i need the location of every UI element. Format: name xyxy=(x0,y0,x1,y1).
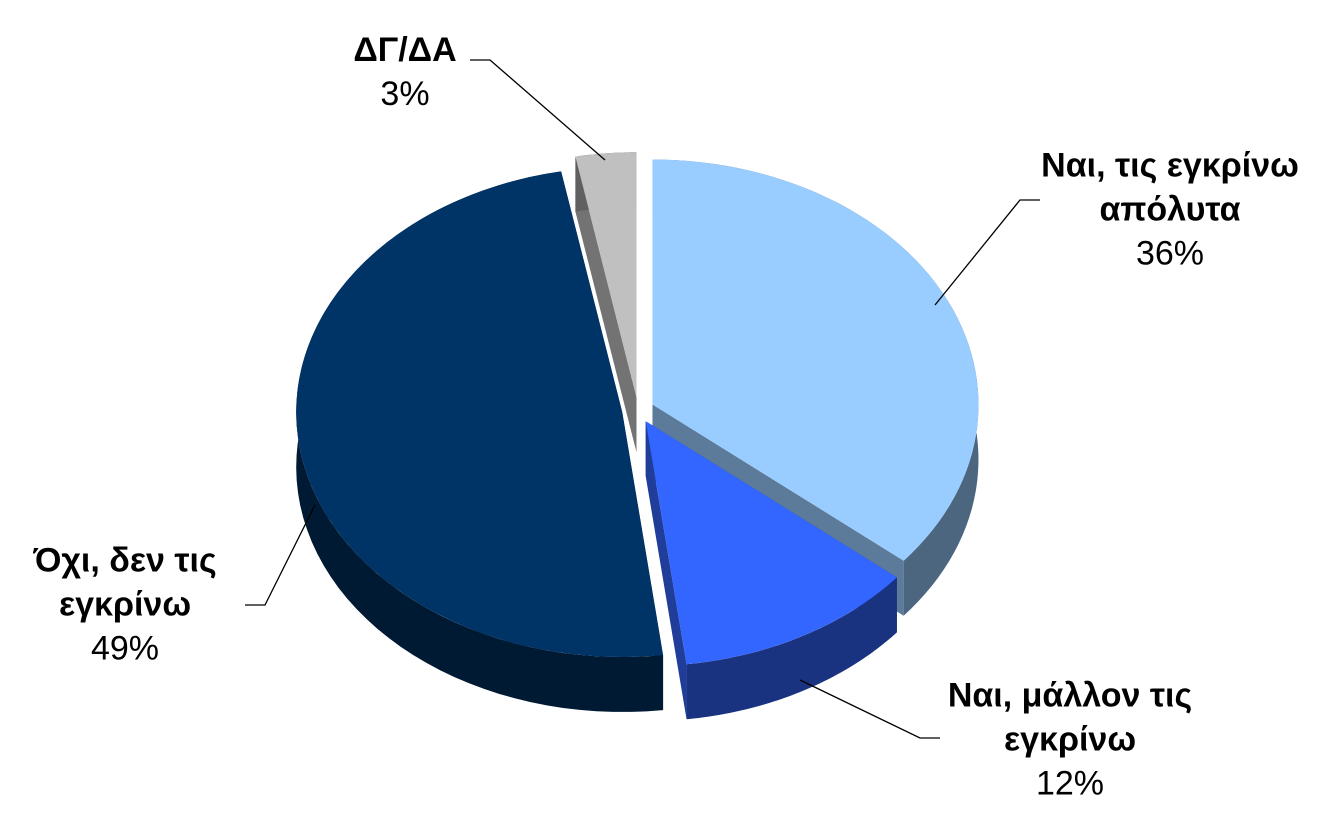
leader-line xyxy=(799,679,940,739)
data-label: Ναι, τις εγκρίνω απόλυτα 36% xyxy=(1020,144,1320,277)
slice-side xyxy=(296,171,664,712)
slice-edge xyxy=(645,421,687,720)
data-label: ΔΓ/ΔΑ 3% xyxy=(325,28,485,116)
pie-slice xyxy=(296,171,664,658)
pie-slice xyxy=(652,159,979,561)
leader-line xyxy=(245,504,316,606)
leader-line xyxy=(934,199,1040,306)
data-label: Ναι, μάλλον τις εγκρίνω 12% xyxy=(940,674,1200,807)
label-category: Ναι, μάλλον τις εγκρίνω xyxy=(947,676,1193,759)
label-value: 36% xyxy=(1135,235,1205,274)
label-category: Όχι, δεν τις εγκρίνω xyxy=(33,541,217,624)
pie-slice xyxy=(575,152,637,398)
pie-slice xyxy=(645,421,897,665)
leader-line xyxy=(470,59,606,161)
slice-edge xyxy=(575,156,637,453)
label-value: 3% xyxy=(380,75,430,113)
label-value: 12% xyxy=(1035,765,1105,804)
slice-side xyxy=(686,577,897,720)
data-label: Όχι, δεν τις εγκρίνω 49% xyxy=(5,539,245,672)
label-category: ΔΓ/ΔΑ xyxy=(353,30,457,69)
label-category: Ναι, τις εγκρίνω απόλυτα xyxy=(1041,146,1299,229)
label-value: 49% xyxy=(90,630,160,669)
